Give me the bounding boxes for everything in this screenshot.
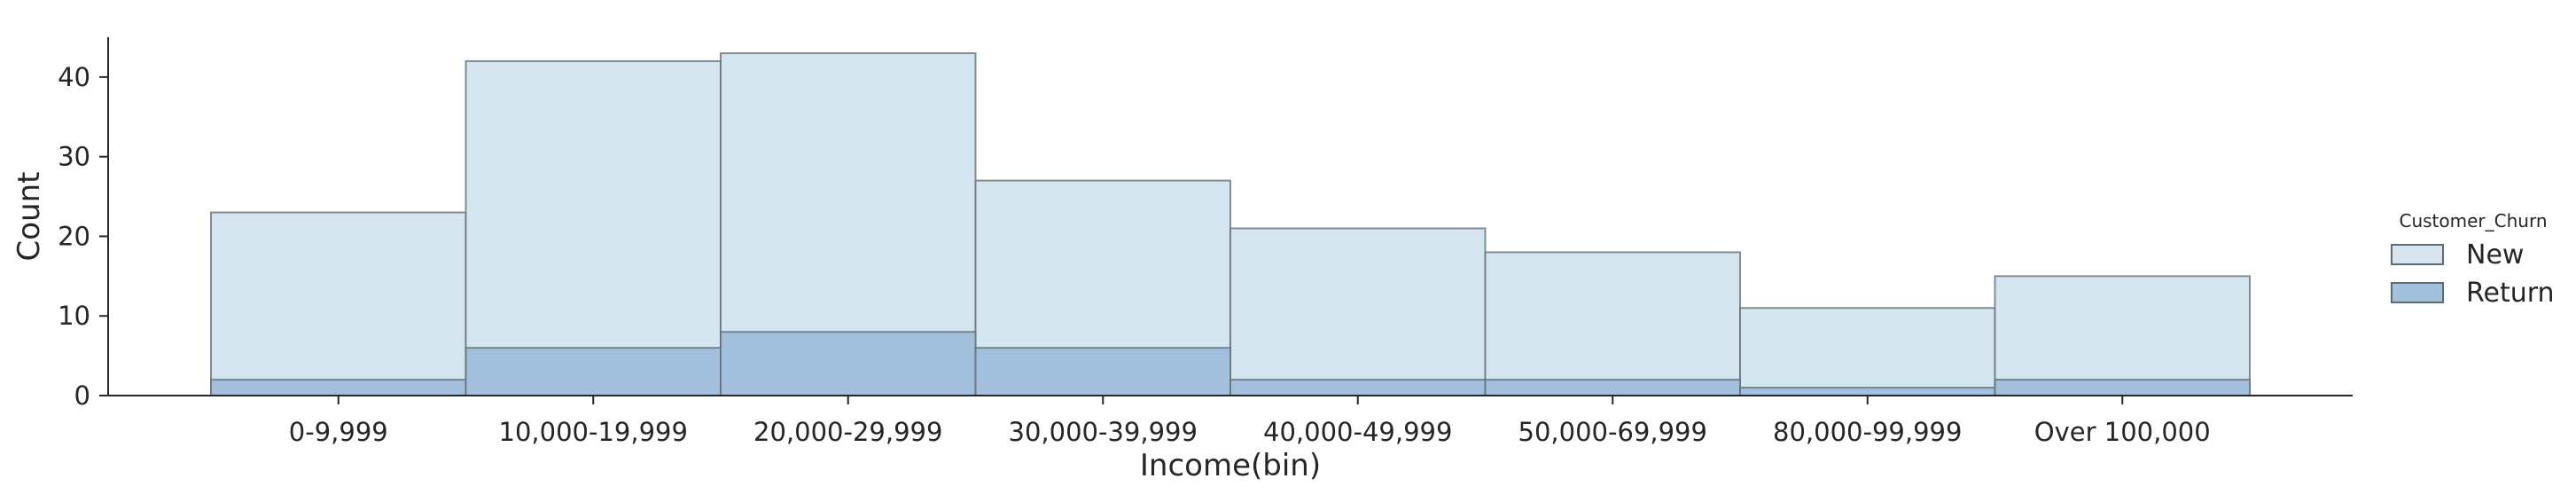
y-tick-label: 0 bbox=[74, 380, 90, 411]
legend-label-return: Return bbox=[2466, 278, 2555, 309]
bar-new-1 bbox=[464, 59, 722, 397]
x-axis-label: Income(bin) bbox=[1140, 448, 1321, 483]
y-ticks-group: 0 10 20 30 40 bbox=[58, 62, 108, 411]
bar-return-0 bbox=[210, 379, 467, 396]
y-tick-label: 10 bbox=[58, 301, 90, 331]
x-tick-label: 80,000-99,999 bbox=[1773, 417, 1962, 447]
x-tick-label: 30,000-39,999 bbox=[1009, 417, 1198, 447]
legend-swatch-return bbox=[2391, 282, 2444, 303]
bars-group bbox=[210, 51, 2251, 397]
bar-new-5 bbox=[1484, 251, 1741, 396]
x-ticks-group: 0-9,999 10,000-19,999 20,000-29,999 30,000-… bbox=[289, 396, 2211, 447]
legend-label-new: New bbox=[2466, 239, 2524, 271]
bar-new-0 bbox=[210, 211, 467, 396]
y-tick-label: 30 bbox=[58, 142, 90, 172]
bar-return-7 bbox=[1994, 379, 2251, 396]
x-tick-label: 0-9,999 bbox=[289, 417, 388, 447]
x-tick-label: 50,000-69,999 bbox=[1518, 417, 1707, 447]
x-tick-label: 40,000-49,999 bbox=[1263, 417, 1452, 447]
bar-return-6 bbox=[1739, 387, 1996, 396]
x-tick-label: Over 100,000 bbox=[2034, 417, 2211, 447]
bar-new-7 bbox=[1994, 275, 2251, 397]
legend-title: Customer_Churn bbox=[2399, 210, 2547, 231]
axes-group bbox=[107, 37, 2353, 396]
x-tick-label: 20,000-29,999 bbox=[753, 417, 942, 447]
y-tick-label: 20 bbox=[58, 221, 90, 251]
bar-return-1 bbox=[464, 347, 722, 396]
bar-return-3 bbox=[974, 347, 1231, 396]
bar-new-4 bbox=[1229, 227, 1487, 397]
bar-new-6 bbox=[1739, 307, 1996, 396]
legend: Customer_Churn New Return bbox=[2391, 210, 2555, 309]
y-tick-label: 40 bbox=[58, 62, 90, 92]
legend-swatch-new bbox=[2391, 244, 2444, 265]
y-axis-label: Count bbox=[12, 172, 47, 262]
bar-return-4 bbox=[1229, 379, 1487, 396]
bar-return-2 bbox=[720, 331, 977, 396]
bar-return-5 bbox=[1484, 379, 1741, 396]
x-tick-label: 10,000-19,999 bbox=[499, 417, 688, 447]
